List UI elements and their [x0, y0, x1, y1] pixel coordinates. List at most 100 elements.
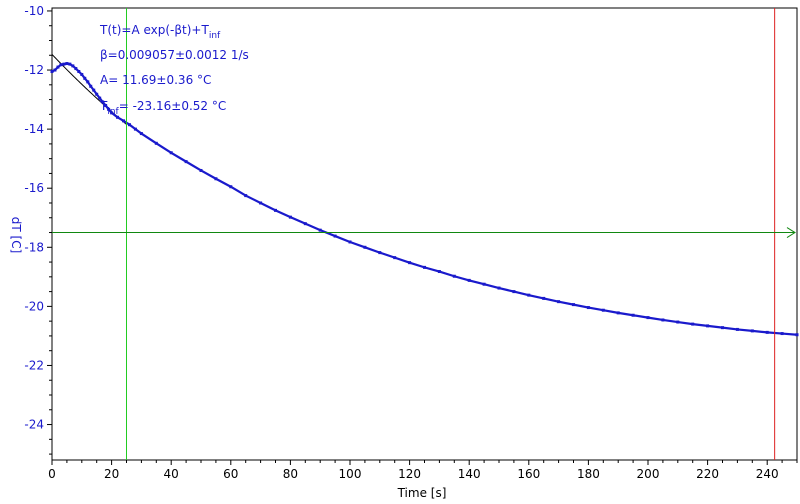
y-tick-label: -18	[24, 240, 44, 254]
x-tick-label: 220	[696, 467, 719, 481]
data-point	[74, 67, 78, 71]
data-point	[452, 274, 456, 278]
data-line	[51, 62, 798, 336]
y-axis-title: dT [C]	[9, 217, 23, 254]
x-tick-label: 140	[458, 467, 481, 481]
data-point	[59, 63, 63, 67]
x-tick-label: 180	[577, 467, 600, 481]
tinf-subscript: inf	[107, 107, 119, 117]
data-point	[408, 261, 412, 265]
data-point	[154, 141, 158, 145]
formula-subscript: inf	[209, 31, 221, 41]
data-point	[169, 151, 173, 155]
data-point	[318, 228, 322, 232]
data-point	[122, 119, 126, 123]
data-point	[586, 306, 590, 310]
data-point	[557, 300, 561, 304]
x-tick-label: 240	[756, 467, 779, 481]
data-point	[765, 330, 769, 334]
data-point	[71, 64, 75, 68]
data-point	[89, 84, 93, 88]
data-point	[56, 65, 60, 69]
y-tick-label: -10	[24, 4, 44, 18]
data-point	[104, 103, 108, 107]
data-point	[80, 72, 84, 76]
y-tick-label: -12	[24, 63, 44, 77]
data-point	[795, 333, 799, 337]
data-point	[53, 68, 57, 72]
x-tick-label: 80	[283, 467, 298, 481]
data-point	[706, 324, 710, 328]
data-point	[86, 80, 90, 84]
y-tick-label: -14	[24, 122, 44, 136]
data-point	[572, 303, 575, 307]
x-tick-label: 120	[398, 467, 421, 481]
data-point	[661, 318, 665, 322]
data-point	[497, 286, 501, 290]
cursor-arrow-icon	[786, 227, 796, 238]
formula-main: T(t)=A exp(-βt)+T	[99, 23, 209, 37]
data-point	[214, 177, 218, 181]
data-point	[259, 201, 263, 205]
data-point	[676, 320, 680, 324]
data-point	[691, 322, 695, 326]
data-point	[482, 282, 486, 286]
x-tick-label: 20	[104, 467, 119, 481]
data-point	[68, 62, 72, 66]
data-point	[244, 194, 248, 198]
data-point	[735, 327, 739, 331]
data-point	[98, 96, 102, 100]
data-point	[199, 168, 203, 172]
data-point	[101, 100, 105, 104]
data-point	[616, 311, 620, 315]
data-point	[780, 332, 784, 336]
data-point	[437, 270, 441, 274]
data-point	[110, 111, 114, 115]
data-point	[333, 234, 337, 238]
plot-area: 0 20 40 60 80 100 120 140 160 180 200 220 240 -24 -22 -…	[24, 4, 799, 481]
x-tick-label: 0	[48, 467, 56, 481]
data-point	[127, 123, 131, 127]
data-point	[229, 185, 233, 189]
data-point	[348, 240, 352, 244]
data-point	[721, 326, 724, 330]
data-point	[77, 70, 81, 74]
data-point	[750, 329, 754, 333]
x-tick-label: 160	[517, 467, 540, 481]
y-tick-label: -22	[24, 358, 44, 372]
data-point	[116, 115, 120, 119]
data-point	[631, 313, 635, 317]
a-text: A= 11.69±0.36 °C	[100, 73, 211, 87]
data-point	[601, 308, 605, 312]
data-point	[378, 251, 382, 255]
x-tick-label: 100	[339, 467, 362, 481]
data-point	[107, 107, 111, 111]
data-point	[274, 208, 277, 212]
tinf-value: = -23.16±0.52 °C	[119, 99, 227, 113]
data-point	[65, 62, 69, 66]
x-tick-label: 40	[164, 467, 179, 481]
data-point	[527, 293, 531, 297]
data-point	[423, 265, 426, 269]
fit-annotation: T(t)=A exp(-βt)+Tinf β=0.009057±0.0012 1…	[99, 23, 249, 117]
x-tick-label: 200	[637, 467, 660, 481]
tinf-text: Tinf= -23.16±0.52 °C	[99, 99, 226, 117]
data-point	[62, 62, 66, 66]
tinf-main: T	[99, 99, 108, 113]
formula-text: T(t)=A exp(-βt)+Tinf	[99, 23, 221, 41]
beta-text: β=0.009057±0.0012 1/s	[100, 48, 249, 62]
data-point	[646, 316, 650, 320]
data-point	[95, 92, 99, 96]
data-point	[467, 278, 471, 282]
y-tick-label: -16	[24, 181, 44, 195]
data-point	[363, 245, 367, 249]
x-tick-label: 60	[223, 467, 238, 481]
data-point	[83, 76, 87, 80]
y-tick-label: -24	[24, 418, 44, 432]
data-point	[139, 132, 143, 136]
data-point	[92, 88, 96, 92]
y-tick-label: -20	[24, 299, 44, 313]
data-point	[303, 222, 307, 226]
data-point	[50, 70, 54, 74]
